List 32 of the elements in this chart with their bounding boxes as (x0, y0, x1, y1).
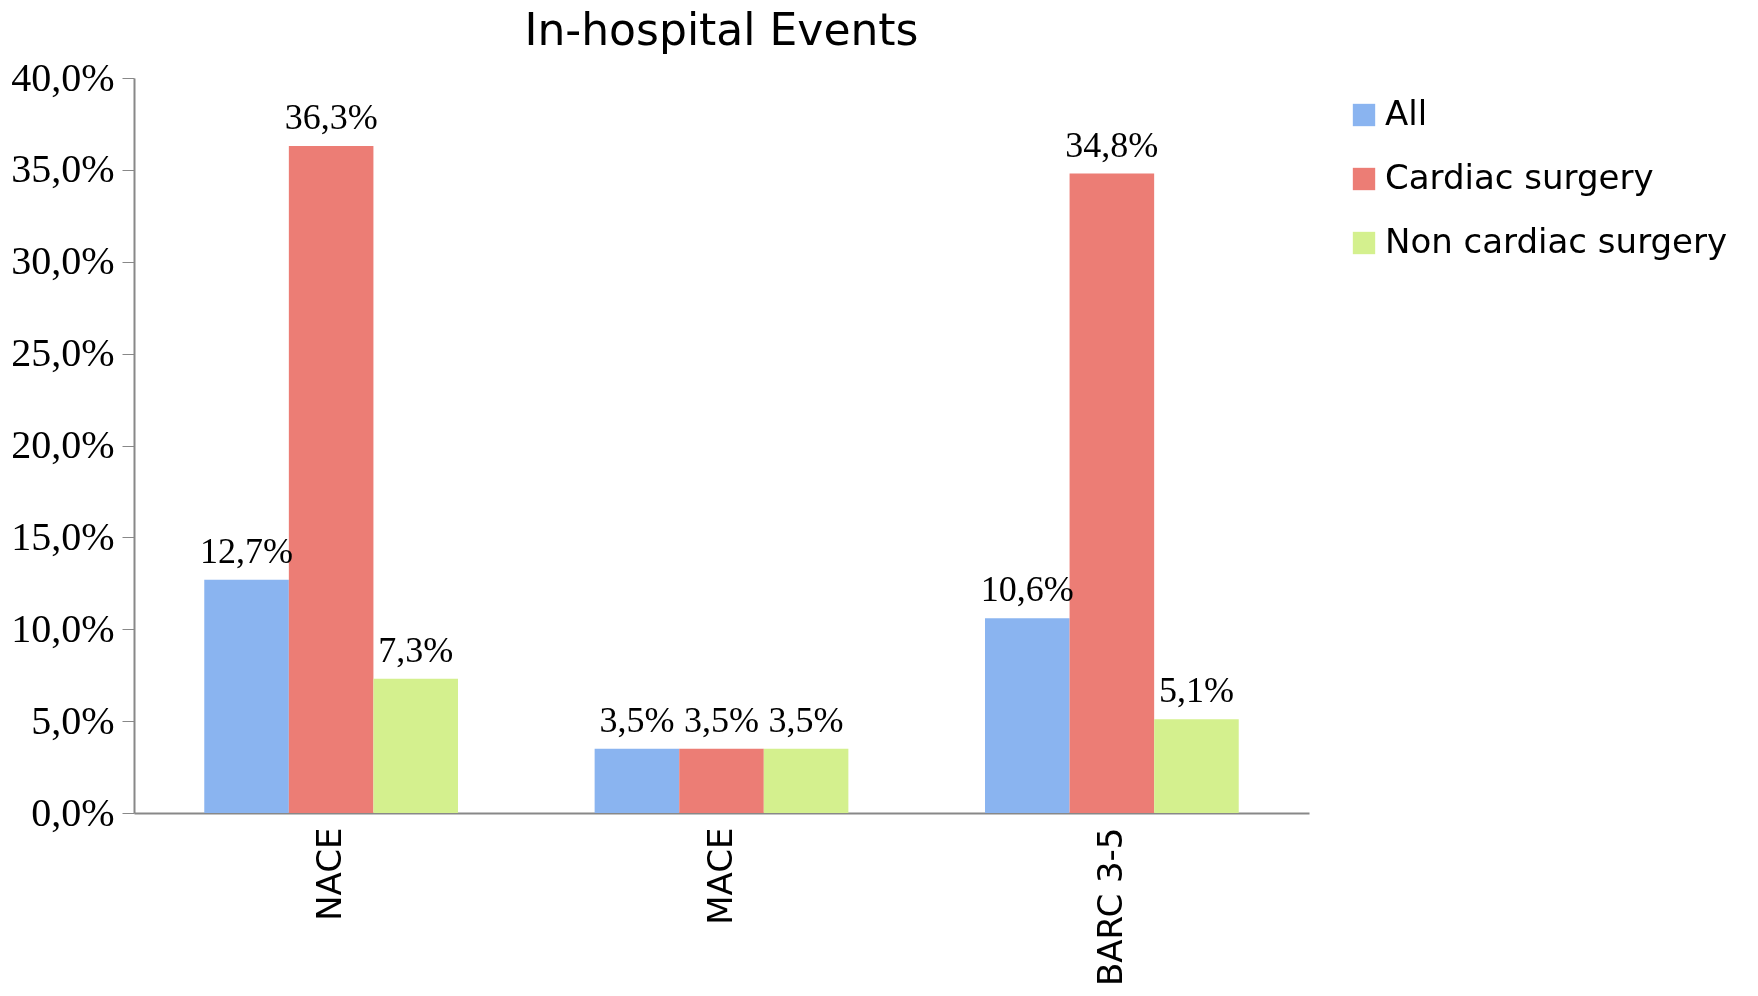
x-tick-label: MACE (699, 827, 740, 925)
data-label: 3,5% (599, 699, 675, 740)
x-tick-label: NACE (309, 827, 350, 921)
x-tick-label: BARC 3-5 (1089, 827, 1130, 987)
chart-title: In-hospital Events (524, 4, 919, 55)
data-label: 5,1% (1158, 670, 1234, 711)
y-tick-label: 30,0% (11, 238, 115, 284)
bar (204, 579, 289, 813)
bar (679, 748, 764, 813)
bar (373, 678, 458, 813)
data-label: 12,7% (200, 530, 294, 571)
data-label: 34,8% (1065, 124, 1159, 165)
data-label: 3,5% (684, 699, 759, 740)
legend-label: Cardiac surgery (1385, 157, 1654, 197)
y-tick-label: 15,0% (11, 513, 115, 559)
y-tick-label: 0,0% (31, 789, 115, 835)
data-label: 7,3% (378, 629, 454, 670)
y-tick-label: 20,0% (11, 422, 115, 467)
data-label: 3,5% (768, 699, 844, 740)
y-tick-label: 40,0% (11, 54, 115, 100)
y-tick-label: 10,0% (11, 605, 115, 651)
y-tick-label: 25,0% (11, 330, 115, 376)
bar (594, 748, 680, 813)
y-tick-label: 5,0% (31, 697, 115, 743)
bar (985, 618, 1070, 813)
y-tick-label: 35,0% (11, 146, 115, 192)
bar (763, 748, 849, 813)
legend-label: All (1385, 93, 1428, 133)
data-label: 36,3% (284, 96, 378, 137)
legend-label: Non cardiac surgery (1385, 221, 1728, 261)
data-label: 10,6% (980, 569, 1074, 610)
bar (1154, 719, 1239, 813)
